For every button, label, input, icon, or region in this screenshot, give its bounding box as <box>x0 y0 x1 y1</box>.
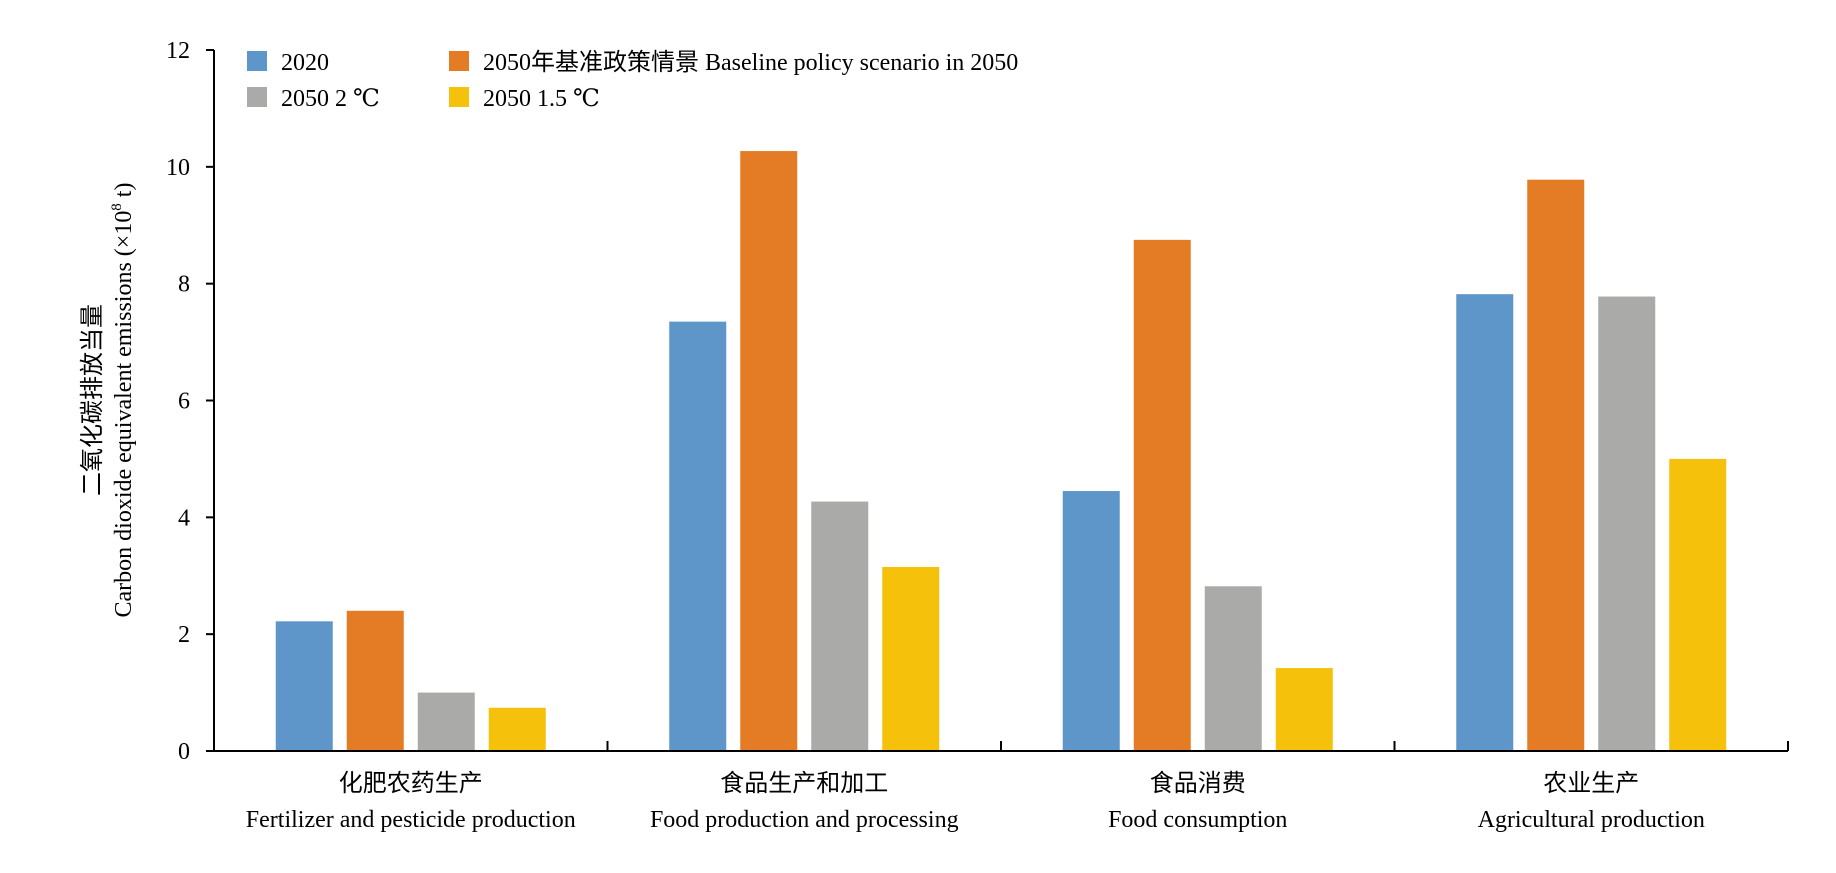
bar-2020 <box>669 321 727 751</box>
category-label-en: Fertilizer and pesticide production <box>246 807 576 833</box>
bar-2020 <box>1456 294 1514 751</box>
bar-baseline-2050 <box>346 610 404 751</box>
legend-swatch-2020 <box>247 51 267 71</box>
category-label-zh: 农业生产 <box>1543 770 1639 797</box>
legend-swatch-2050-2c <box>247 87 267 107</box>
bar-2020 <box>275 621 333 751</box>
bar-2050-2c <box>1598 296 1656 751</box>
y-tick-label: 12 <box>166 38 190 64</box>
bar-2050-1-5c <box>882 566 940 751</box>
y-tick-label: 0 <box>178 739 190 765</box>
legend-swatch-baseline-2050 <box>449 51 469 71</box>
legend-label-2020: 2020 <box>281 50 329 76</box>
category-label-en: Agricultural production <box>1478 807 1705 833</box>
x-axis-labels: 化肥农药生产 Fertilizer and pesticide productio… <box>246 770 1705 833</box>
x-axis <box>214 741 1789 752</box>
legend-label-2050-2c: 2050 2 ℃ <box>281 86 380 112</box>
y-axis-title-unit: t) <box>111 183 137 204</box>
bar-baseline-2050 <box>740 151 798 751</box>
y-axis-title-sup: 8 <box>109 203 125 211</box>
y-axis-title-en: Carbon dioxide equivalent emissions (×10… <box>109 183 137 618</box>
category-label-en: Food production and processing <box>650 807 959 833</box>
legend-label-2050-1-5c: 2050 1.5 ℃ <box>483 86 600 112</box>
legend-label-baseline-2050: 2050年基准政策情景 Baseline policy scenario in … <box>483 49 1018 76</box>
y-axis-title-en-main: Carbon dioxide equivalent emissions (×10 <box>111 211 137 618</box>
bar-2050-2c <box>811 501 869 751</box>
bar-2050-2c <box>417 692 475 751</box>
legend: 2020 2050年基准政策情景 Baseline policy scenario… <box>247 49 1018 112</box>
category-label-zh: 化肥农药生产 <box>339 770 483 797</box>
bar-2050-1-5c <box>1669 458 1727 751</box>
bar-2050-1-5c <box>488 707 546 751</box>
y-tick-label: 6 <box>178 389 190 415</box>
bar-baseline-2050 <box>1133 239 1191 751</box>
y-axis-title-zh: 二氧化碳排放当量 <box>79 304 106 496</box>
y-tick-label: 8 <box>178 272 190 298</box>
bar-2020 <box>1062 491 1120 751</box>
y-axis-title: 二氧化碳排放当量 Carbon dioxide equivalent emiss… <box>79 183 137 618</box>
category-label-en: Food consumption <box>1108 807 1287 833</box>
legend-swatch-2050-1-5c <box>449 87 469 107</box>
bar-2050-1-5c <box>1275 668 1333 751</box>
y-tick-label: 4 <box>178 505 190 531</box>
category-label-zh: 食品生产和加工 <box>720 770 888 797</box>
y-tick-label: 10 <box>166 155 190 181</box>
bar-2050-2c <box>1204 586 1262 751</box>
y-tick-label: 2 <box>178 622 190 648</box>
bar-baseline-2050 <box>1527 179 1585 751</box>
category-label-zh: 食品消费 <box>1150 770 1246 797</box>
bars <box>275 151 1727 751</box>
y-axis: 0 2 4 6 8 10 12 <box>166 38 215 765</box>
